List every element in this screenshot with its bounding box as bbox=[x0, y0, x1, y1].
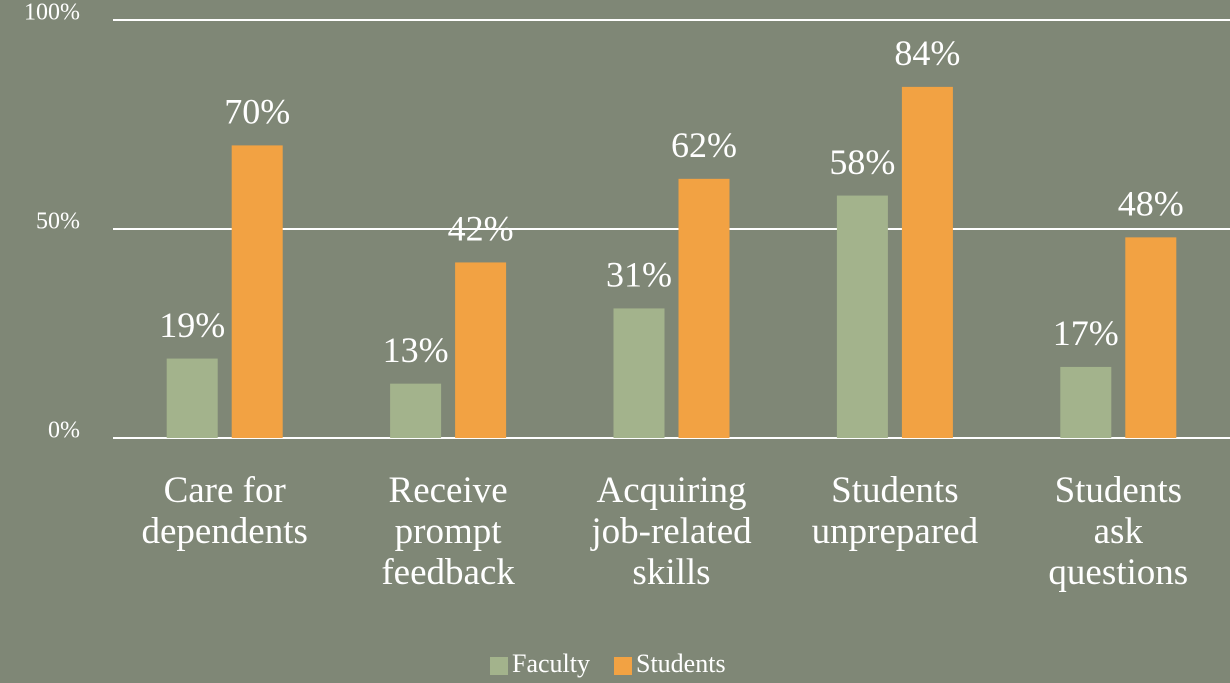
legend-swatch bbox=[614, 657, 632, 675]
legend-label: Faculty bbox=[512, 649, 590, 678]
bar bbox=[166, 358, 218, 438]
data-label: 31% bbox=[606, 255, 672, 295]
data-label: 19% bbox=[159, 305, 225, 345]
data-label: 17% bbox=[1053, 313, 1119, 353]
x-tick-label: Care for dependents bbox=[141, 470, 308, 552]
bar bbox=[613, 308, 665, 438]
bar bbox=[901, 86, 953, 438]
x-tick-label: Students ask questions bbox=[1048, 470, 1189, 593]
bar bbox=[1125, 237, 1177, 438]
x-tick-label: Students unprepared bbox=[811, 470, 979, 552]
legend-swatch bbox=[490, 657, 508, 675]
x-tick-label: Acquiring job-related skills bbox=[591, 470, 752, 593]
data-label: 62% bbox=[671, 125, 737, 165]
data-label: 13% bbox=[383, 330, 449, 370]
legend-label: Students bbox=[636, 649, 726, 678]
bar bbox=[1060, 366, 1112, 438]
data-label: 70% bbox=[224, 92, 290, 132]
y-tick-label: 50% bbox=[36, 209, 80, 235]
bar bbox=[455, 262, 507, 438]
data-label: 58% bbox=[829, 142, 895, 182]
data-label: 84% bbox=[894, 33, 960, 73]
bar bbox=[678, 178, 730, 438]
x-tick-label: Receive prompt feedback bbox=[381, 470, 515, 593]
bar bbox=[836, 195, 888, 438]
bar bbox=[231, 145, 283, 438]
data-label: 42% bbox=[448, 209, 514, 249]
data-label: 48% bbox=[1118, 184, 1184, 224]
bar bbox=[390, 383, 442, 438]
y-tick-label: 0% bbox=[48, 418, 80, 444]
y-tick-label: 100% bbox=[24, 0, 80, 26]
